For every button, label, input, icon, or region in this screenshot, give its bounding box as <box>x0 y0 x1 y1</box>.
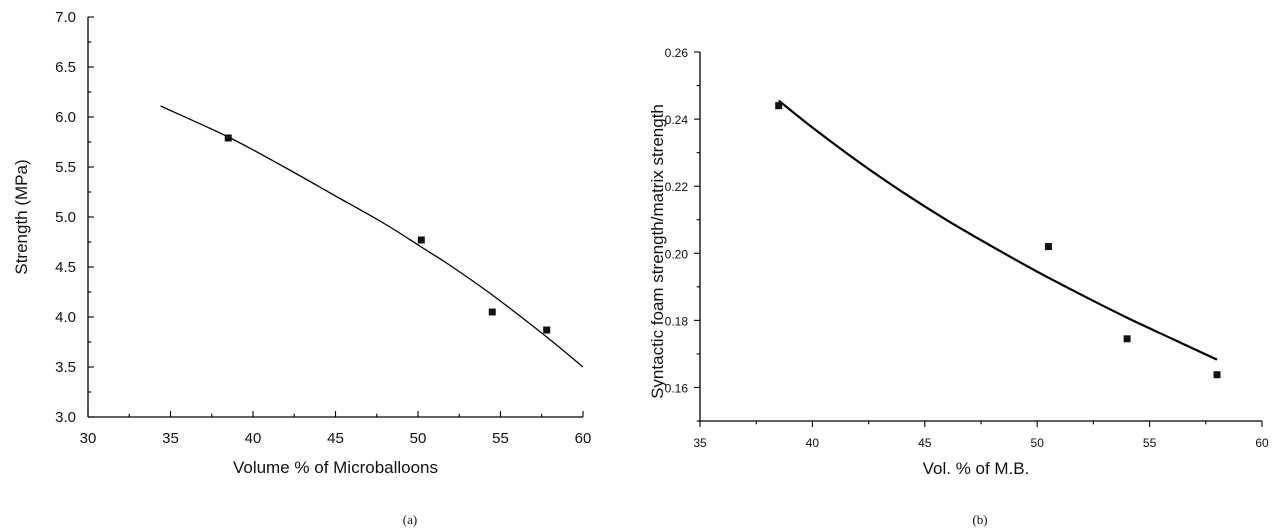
x-axis-title: Vol. % of M.B. <box>923 459 1030 478</box>
y-tick-label: 0.22 <box>665 180 689 194</box>
x-tick-label: 30 <box>80 430 97 447</box>
chart-b: 35 40 45 50 55 60 0.16 0.18 0.20 0.22 0.24 0.26 Vol.… <box>648 46 1269 527</box>
data-point <box>1123 335 1131 343</box>
y-tick-label: 4.5 <box>55 259 76 276</box>
x-tick-label: 35 <box>693 436 707 450</box>
y-tick-label: 0.18 <box>665 314 689 328</box>
data-point <box>417 236 425 244</box>
x-tick-label: 45 <box>327 430 344 447</box>
data-point <box>775 102 783 110</box>
x-tick-label: 40 <box>806 436 820 450</box>
panel-label: (a) <box>403 512 417 527</box>
chart-a: 30 35 40 45 50 55 60 3.0 3.5 4.0 4.5 5.0 5.5 6.0 6.5 7.… <box>12 9 591 527</box>
x-tick-label: 35 <box>162 430 179 447</box>
y-tick-label: 6.0 <box>55 109 76 126</box>
panel-label: (b) <box>972 512 987 527</box>
x-tick-label: 60 <box>1255 436 1269 450</box>
y-tick-label: 6.5 <box>55 59 76 76</box>
data-point <box>224 134 232 142</box>
x-tick-label: 55 <box>1143 436 1157 450</box>
y-axis-title: Strength (MPa) <box>12 159 31 274</box>
x-tick-label: 60 <box>575 430 592 447</box>
y-axis-title: Syntactic foam strength/matrix strength <box>648 104 667 399</box>
y-tick-label: 3.0 <box>55 409 76 426</box>
x-tick-label: 45 <box>918 436 932 450</box>
x-tick-label: 50 <box>1031 436 1045 450</box>
y-tick-label: 0.24 <box>665 113 689 127</box>
x-tick-label: 50 <box>410 430 427 447</box>
x-tick-label: 40 <box>245 430 262 447</box>
data-point <box>543 326 551 334</box>
y-tick-label: 5.0 <box>55 209 76 226</box>
y-tick-label: 0.20 <box>665 247 689 261</box>
y-tick-label: 0.26 <box>665 46 689 60</box>
fit-curve <box>778 99 1218 361</box>
x-tick-label: 55 <box>492 430 509 447</box>
data-point <box>1044 243 1052 251</box>
y-tick-label: 3.5 <box>55 359 76 376</box>
y-tick-label: 4.0 <box>55 309 76 326</box>
data-point <box>1213 371 1221 379</box>
data-point <box>488 308 496 316</box>
x-axis-title: Volume % of Microballoons <box>233 458 438 477</box>
y-tick-label: 5.5 <box>55 159 76 176</box>
fit-curve <box>160 105 584 368</box>
y-tick-label: 7.0 <box>55 9 76 26</box>
y-tick-label: 0.16 <box>665 381 689 395</box>
